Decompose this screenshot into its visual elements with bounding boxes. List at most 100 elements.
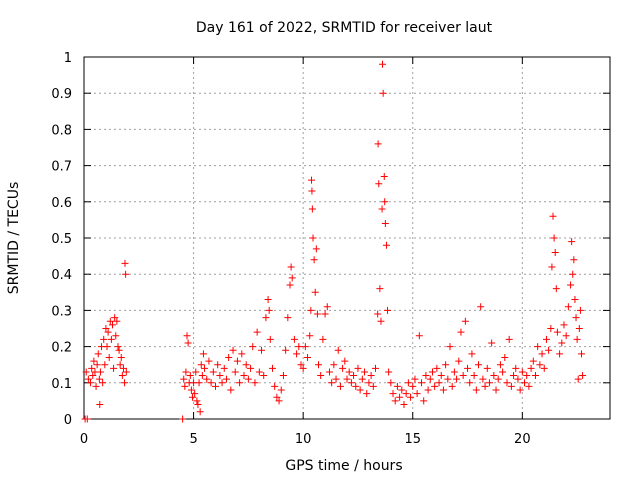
- data-point: [247, 364, 255, 372]
- data-point: [499, 368, 507, 376]
- data-point: [488, 339, 496, 347]
- data-point: [233, 357, 241, 365]
- data-point: [439, 386, 447, 394]
- data-point: [184, 339, 192, 347]
- data-point: [295, 343, 303, 351]
- data-point: [512, 364, 520, 372]
- data-point: [196, 408, 204, 416]
- data-point: [201, 364, 209, 372]
- data-point: [199, 350, 207, 358]
- data-point: [110, 364, 118, 372]
- data-point: [551, 248, 559, 256]
- data-point: [307, 306, 315, 314]
- data-point: [380, 172, 388, 180]
- data-point: [503, 379, 511, 387]
- data-point: [534, 343, 542, 351]
- data-point: [306, 332, 314, 340]
- data-point: [102, 325, 110, 332]
- data-point: [119, 364, 127, 372]
- data-point: [225, 353, 233, 361]
- data-point: [567, 281, 575, 289]
- data-point: [363, 390, 371, 398]
- data-point: [304, 353, 312, 361]
- data-point: [435, 379, 443, 387]
- data-point: [195, 379, 203, 387]
- data-point: [317, 372, 325, 380]
- y-tick-label: 1: [64, 51, 72, 66]
- data-point: [550, 234, 558, 242]
- data-point: [510, 372, 518, 380]
- data-point: [494, 375, 502, 383]
- data-point: [319, 335, 327, 343]
- data-point: [301, 343, 309, 351]
- x-tick-label: 20: [514, 432, 531, 447]
- y-tick-label: 0: [64, 413, 72, 428]
- data-point: [354, 364, 362, 372]
- data-point: [114, 343, 122, 351]
- data-point: [409, 382, 417, 390]
- data-point: [553, 328, 561, 336]
- data-point: [313, 310, 321, 318]
- data-point: [105, 353, 113, 361]
- x-tick-label: 5: [189, 432, 197, 447]
- data-point: [255, 368, 263, 376]
- data-point: [308, 187, 316, 195]
- data-point: [525, 382, 533, 390]
- data-point: [104, 328, 112, 336]
- data-point: [384, 306, 392, 314]
- y-tick-label: 0.5: [51, 232, 72, 247]
- data-point: [573, 335, 581, 343]
- data-point: [214, 361, 222, 369]
- data-point: [475, 361, 482, 369]
- data-point: [238, 350, 246, 358]
- data-point: [540, 364, 548, 372]
- data-point: [111, 314, 119, 322]
- data-point: [121, 259, 129, 267]
- data-point: [209, 368, 217, 376]
- data-point: [483, 364, 491, 372]
- data-point: [572, 314, 580, 322]
- data-point: [266, 335, 274, 343]
- data-point: [99, 379, 107, 387]
- data-point: [542, 335, 550, 343]
- y-tick-labels: 0 0.1 0.2 0.3 0.4 0.5 0.6 0.7 0.8 0.9 1: [51, 51, 72, 428]
- data-point: [365, 379, 373, 387]
- data-point: [387, 379, 395, 387]
- data-point: [431, 382, 439, 390]
- data-point: [308, 205, 316, 213]
- data-point: [192, 368, 200, 376]
- data-point: [428, 368, 436, 376]
- data-point: [371, 364, 379, 372]
- data-point: [444, 375, 452, 383]
- data-point: [393, 382, 401, 390]
- data-point: [556, 350, 564, 358]
- chart-title: Day 161 of 2022, SRMTID for receiver lau…: [196, 20, 493, 36]
- data-point: [287, 263, 295, 271]
- data-point: [356, 386, 364, 394]
- y-tick-label: 0.7: [51, 160, 72, 175]
- data-point: [310, 256, 318, 264]
- data-point: [275, 397, 283, 405]
- data-point: [347, 379, 355, 387]
- data-point: [323, 303, 331, 311]
- data-point: [325, 368, 333, 376]
- data-point: [450, 368, 458, 376]
- data-point: [198, 372, 206, 380]
- data-point: [518, 368, 526, 376]
- data-point: [271, 382, 279, 390]
- x-axis-label: GPS time / hours: [285, 458, 402, 474]
- data-point: [396, 393, 404, 401]
- data-point: [523, 372, 531, 380]
- y-tick-label: 0.1: [51, 377, 72, 392]
- data-point: [560, 321, 568, 329]
- data-point: [231, 368, 239, 376]
- data-point: [284, 314, 292, 322]
- data-point: [293, 350, 301, 358]
- data-point: [574, 375, 582, 383]
- data-point: [379, 89, 387, 97]
- data-point: [253, 328, 261, 336]
- axis-ticks: [83, 56, 610, 420]
- data-point: [93, 361, 101, 369]
- data-point: [536, 361, 544, 369]
- data-point: [514, 375, 522, 383]
